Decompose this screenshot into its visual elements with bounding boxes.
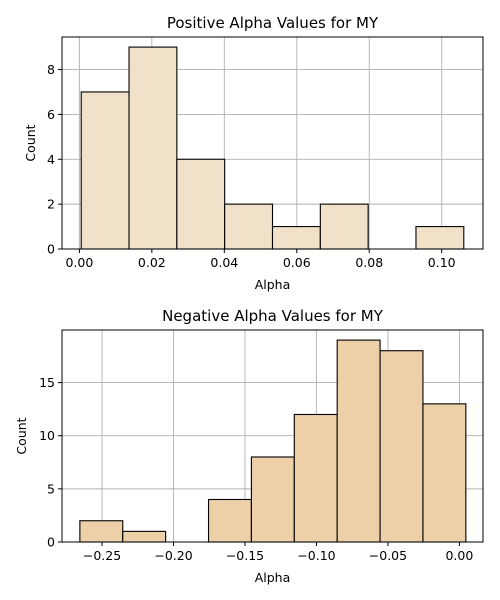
y-tick-label: 6 bbox=[47, 107, 55, 122]
x-tick-label: 0.00 bbox=[445, 548, 473, 563]
histogram-bar bbox=[293, 413, 338, 543]
x-tick-label: 0.04 bbox=[210, 255, 238, 270]
x-tick-label: −0.15 bbox=[226, 548, 264, 563]
x-tick-label: 0.06 bbox=[283, 255, 311, 270]
x-axis-label: Alpha bbox=[255, 277, 291, 292]
histogram-bar bbox=[250, 456, 295, 543]
x-tick-label: −0.20 bbox=[154, 548, 192, 563]
negative-alpha-chart: Negative Alpha Values for MY −0.25 −0.20−… bbox=[14, 307, 484, 585]
plot-frame bbox=[61, 36, 484, 250]
histogram-bar bbox=[80, 91, 130, 250]
y-tick-label: 0 bbox=[47, 242, 55, 257]
y-tick-label: 4 bbox=[47, 152, 55, 167]
y-tick-label: 2 bbox=[47, 197, 55, 212]
histogram-bar bbox=[379, 350, 424, 543]
y-tick-label: 10 bbox=[39, 428, 55, 443]
x-tick-label: 0.08 bbox=[355, 255, 383, 270]
y-tick-label: 8 bbox=[47, 62, 55, 77]
y-tick-label: 15 bbox=[39, 375, 55, 390]
histogram-bar bbox=[336, 339, 381, 543]
x-tick-label: 0.10 bbox=[428, 255, 456, 270]
histogram-bar bbox=[207, 498, 252, 543]
positive-alpha-chart: Positive Alpha Values for MY 0.00 0.02 0.0… bbox=[23, 14, 484, 292]
histogram-bar bbox=[415, 226, 465, 250]
histogram-bar bbox=[79, 520, 124, 543]
histogram-bars bbox=[79, 339, 467, 543]
x-tick-label: 0.02 bbox=[138, 255, 166, 270]
histogram-bar bbox=[422, 403, 467, 543]
chart-title: Negative Alpha Values for MY bbox=[162, 307, 384, 325]
y-tick-label: 0 bbox=[47, 535, 55, 550]
histogram-bar bbox=[271, 226, 321, 250]
chart-title: Positive Alpha Values for MY bbox=[167, 14, 379, 32]
histogram-bar bbox=[319, 203, 369, 250]
x-tick-label: −0.25 bbox=[83, 548, 121, 563]
x-tick-label: −0.10 bbox=[297, 548, 335, 563]
histogram-bars bbox=[80, 46, 465, 250]
histogram-bar bbox=[128, 46, 178, 250]
x-axis-label: Alpha bbox=[255, 570, 291, 585]
y-axis-label: Count bbox=[23, 124, 38, 161]
y-tick-label: 5 bbox=[47, 481, 55, 496]
y-axis-label: Count bbox=[14, 417, 29, 454]
x-tick-label: 0.00 bbox=[65, 255, 93, 270]
axis-ticks: 0.00 0.02 0.04 0.06 0.08 0.10 0 2 4 6 8 bbox=[47, 62, 456, 270]
histogram-bar bbox=[176, 158, 226, 250]
histogram-bar bbox=[122, 530, 167, 543]
axis-ticks: −0.25 −0.20 −0.15 −0.10 −0.05 0.00 0 5 10 15 bbox=[39, 375, 473, 563]
x-tick-label: −0.05 bbox=[369, 548, 407, 563]
histogram-bar bbox=[224, 203, 274, 250]
